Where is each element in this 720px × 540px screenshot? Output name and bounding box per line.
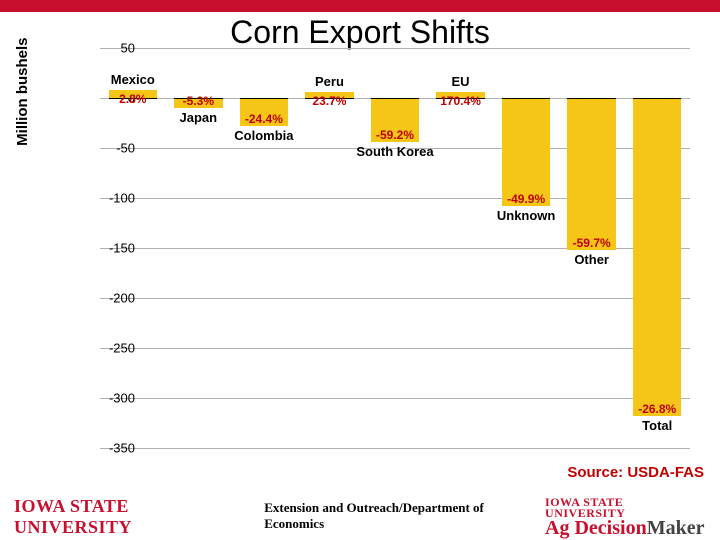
bar <box>567 98 616 250</box>
footer-left: IOWA STATE UNIVERSITY Extension and Outr… <box>14 496 545 538</box>
dept-text: Extension and Outreach/Department of Eco… <box>264 500 545 532</box>
bar-name-label: Japan <box>158 110 238 125</box>
pct-label: -49.9% <box>501 192 551 206</box>
bar-name-label: Unknown <box>486 208 566 223</box>
ytick-label: 50 <box>95 41 135 56</box>
plot-area: 500-50-100-150-200-250-300-3502.8%Mexico… <box>100 48 690 448</box>
pct-label: -59.2% <box>370 128 420 142</box>
isu-logo-text: IOWA STATE UNIVERSITY <box>14 496 132 537</box>
bar-name-label: Total <box>617 418 697 433</box>
ag-logo-bottom-2: Maker <box>647 517 705 539</box>
ytick-label: -150 <box>95 241 135 256</box>
ag-logo-bottom-1: Ag Decision <box>545 517 647 539</box>
ytick-label: -350 <box>95 441 135 456</box>
ytick-label: -50 <box>95 141 135 156</box>
bar-name-label: Other <box>552 252 632 267</box>
pct-label: 2.8% <box>108 92 158 106</box>
pct-label: 170.4% <box>436 94 486 108</box>
gridline <box>100 348 690 349</box>
chart-area: 500-50-100-150-200-250-300-3502.8%Mexico… <box>60 48 700 448</box>
bar-name-label: EU <box>421 74 501 89</box>
footer: IOWA STATE UNIVERSITY Extension and Outr… <box>0 494 720 540</box>
source-text: Source: USDA-FAS <box>567 464 704 481</box>
bar-name-label: Colombia <box>224 128 304 143</box>
ag-logo-top: IOWA STATE UNIVERSITY <box>545 497 706 519</box>
ytick-label: -250 <box>95 341 135 356</box>
ag-decision-maker-logo: IOWA STATE UNIVERSITY Ag DecisionMaker <box>545 497 706 537</box>
pct-label: 23.7% <box>304 94 354 108</box>
bar-name-label: Mexico <box>93 72 173 87</box>
isu-logo: IOWA STATE UNIVERSITY <box>14 496 250 538</box>
pct-label: -26.8% <box>632 402 682 416</box>
bar <box>633 98 682 416</box>
ytick-label: -200 <box>95 291 135 306</box>
ag-logo-bottom: Ag DecisionMaker <box>545 519 706 537</box>
ytick-label: -100 <box>95 191 135 206</box>
bar-name-label: Peru <box>289 74 369 89</box>
gridline <box>100 448 690 449</box>
bar <box>502 98 551 206</box>
gridline <box>100 48 690 49</box>
bar-name-label: South Korea <box>355 144 435 159</box>
pct-label: -5.3% <box>173 94 223 108</box>
ytick-label: -300 <box>95 391 135 406</box>
title-bar <box>0 0 720 12</box>
gridline <box>100 398 690 399</box>
y-axis-label: Million bushels <box>14 37 31 145</box>
pct-label: -24.4% <box>239 112 289 126</box>
pct-label: -59.7% <box>567 236 617 250</box>
gridline <box>100 298 690 299</box>
